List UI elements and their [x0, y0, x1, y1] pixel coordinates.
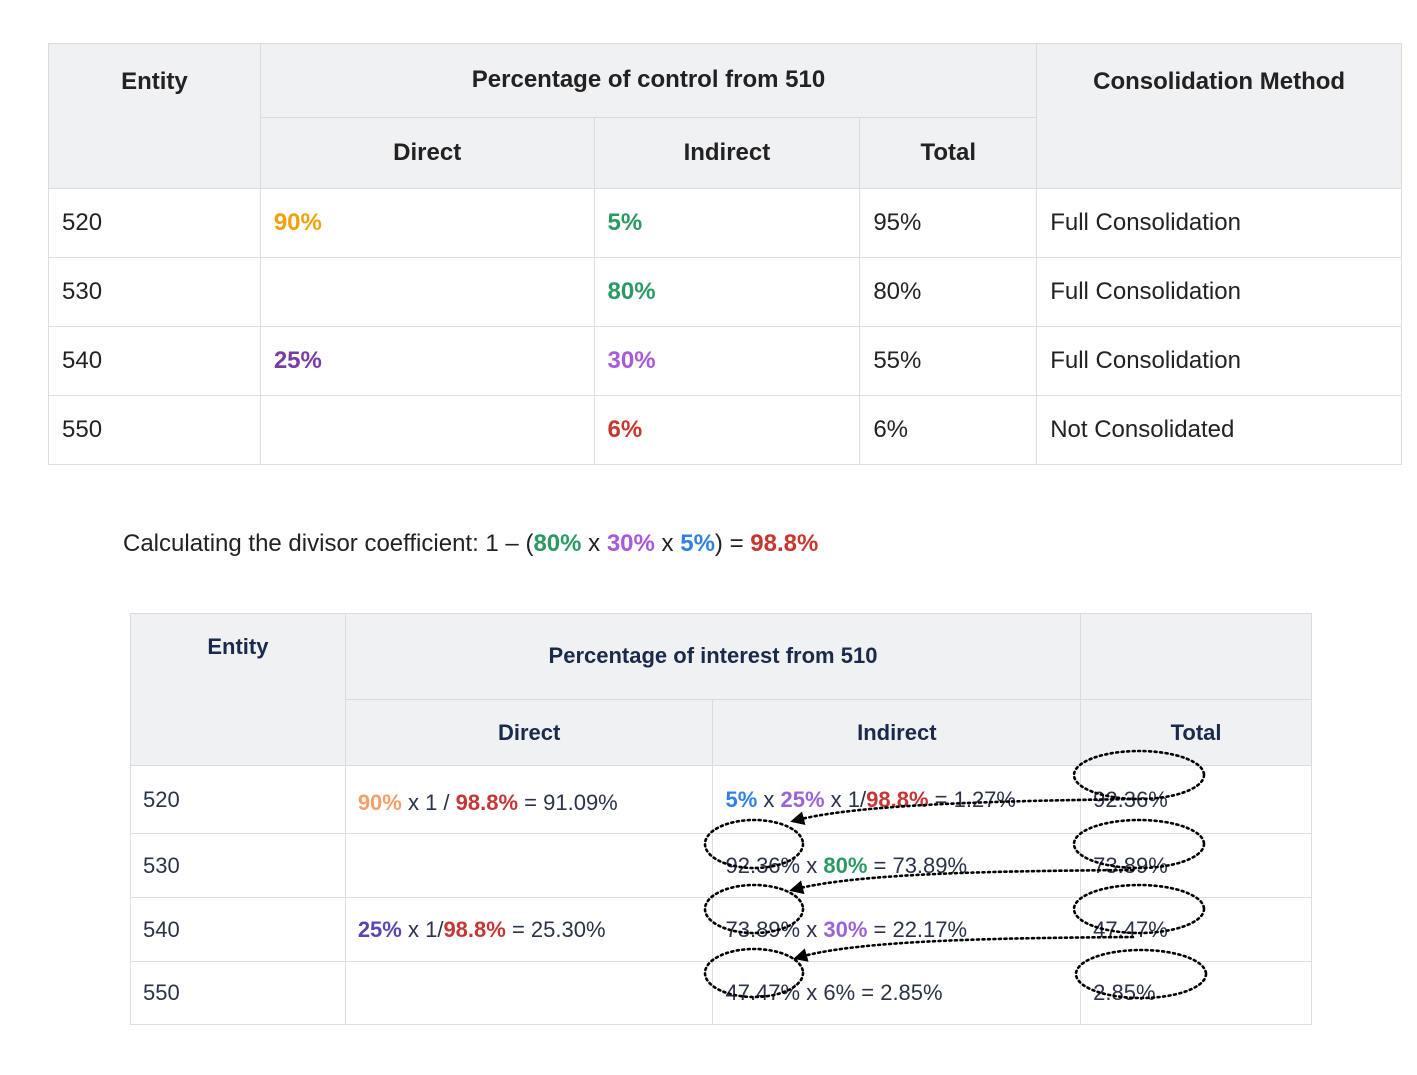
header-blank	[1080, 613, 1312, 700]
direct-cell: 90% x 1 / 98.8% = 91.09%	[344, 765, 714, 834]
direct-cell: 90%	[259, 188, 595, 258]
table-row: 530 92.36% x 80% = 73.89% 73.89%	[130, 833, 1312, 898]
header-total: Total	[1080, 699, 1312, 766]
indirect-cell: 80%	[593, 257, 861, 327]
indirect-result: = 22.17%	[867, 916, 968, 942]
formula-prefix: Calculating the divisor coefficient: 1 –…	[123, 530, 534, 557]
table-row: 540 25% 30% 55% Full Consolidation	[48, 326, 1402, 396]
indirect-result: = 1.27%	[928, 786, 1016, 812]
indirect-op: x	[757, 786, 781, 812]
direct-op: x 1 /	[401, 789, 456, 815]
table-row: 520 90% x 1 / 98.8% = 91.09% 5% x 25% x …	[130, 765, 1312, 834]
direct-result: = 91.09%	[518, 789, 618, 815]
indirect-result: = 2.85%	[855, 980, 943, 1005]
indirect-cell: 5%	[593, 188, 861, 258]
header-total: Total	[859, 117, 1038, 189]
entity-cell: 550	[48, 395, 261, 465]
indirect-cell: 47.47% x 6% = 2.85%	[712, 961, 1082, 1025]
formula-times: x	[654, 530, 681, 557]
indirect-result: = 73.89%	[867, 852, 968, 878]
header-entity: Entity	[48, 43, 261, 189]
method-cell: Full Consolidation	[1036, 326, 1402, 396]
indirect-op: x	[800, 980, 824, 1005]
table-row: 530 80% 80% Full Consolidation	[48, 257, 1402, 327]
formula-result: 98.8%	[750, 530, 819, 557]
direct-result: = 25.30%	[505, 916, 606, 942]
indirect-term-a: 92.36%	[725, 852, 801, 878]
indirect-cell: 30%	[593, 326, 861, 396]
header-direct: Direct	[259, 117, 595, 189]
direct-cell: 25% x 1/98.8% = 25.30%	[344, 897, 714, 962]
direct-term-a: 25%	[357, 916, 402, 942]
header-indirect: Indirect	[712, 699, 1082, 766]
total-cell: 2.85%	[1080, 961, 1312, 1025]
divisor-formula: Calculating the divisor coefficient: 1 –…	[123, 530, 818, 558]
indirect-op: x	[800, 852, 824, 878]
header-direct: Direct	[344, 699, 714, 766]
formula-term-b: 30%	[606, 530, 655, 557]
table-row: 550 6% 6% Not Consolidated	[48, 395, 1402, 465]
header-consolidation-method: Consolidation Method	[1036, 43, 1402, 189]
direct-cell	[259, 395, 595, 465]
formula-term-c: 5%	[680, 530, 715, 557]
formula-times: x	[581, 530, 607, 557]
indirect-op: x 1/	[824, 786, 867, 812]
header-entity: Entity	[130, 613, 346, 766]
table-row: 550 47.47% x 6% = 2.85% 2.85%	[130, 961, 1312, 1025]
direct-cell	[344, 833, 714, 898]
total-cell: 55%	[859, 326, 1038, 396]
direct-term-b: 98.8%	[443, 916, 506, 942]
header-interest-group: Percentage of interest from 510	[344, 613, 1082, 700]
control-table: Entity Percentage of control from 510 Co…	[48, 43, 1402, 465]
method-cell: Full Consolidation	[1036, 188, 1402, 258]
method-cell: Full Consolidation	[1036, 257, 1402, 327]
total-cell: 92.36%	[1080, 765, 1312, 834]
interest-table: Entity Percentage of interest from 510 D…	[130, 613, 1312, 1025]
indirect-term-a: 73.89%	[725, 916, 801, 942]
indirect-cell: 6%	[593, 395, 861, 465]
entity-cell: 550	[130, 961, 346, 1025]
total-cell: 80%	[859, 257, 1038, 327]
formula-term-a: 80%	[533, 530, 582, 557]
indirect-cell: 73.89% x 30% = 22.17%	[712, 897, 1082, 962]
header-control-group: Percentage of control from 510	[259, 43, 1038, 118]
entity-cell: 520	[130, 765, 346, 834]
total-cell: 95%	[859, 188, 1038, 258]
indirect-op: x	[800, 916, 824, 942]
total-cell: 6%	[859, 395, 1038, 465]
method-cell: Not Consolidated	[1036, 395, 1402, 465]
total-cell: 73.89%	[1080, 833, 1312, 898]
indirect-term-b: 80%	[823, 852, 868, 878]
direct-cell: 25%	[259, 326, 595, 396]
entity-cell: 530	[48, 257, 261, 327]
indirect-term-b: 6%	[823, 980, 856, 1005]
indirect-term-b: 30%	[823, 916, 868, 942]
formula-equals: ) =	[714, 530, 751, 557]
table-row: 520 90% 5% 95% Full Consolidation	[48, 188, 1402, 258]
header-indirect: Indirect	[593, 117, 861, 189]
entity-cell: 540	[48, 326, 261, 396]
indirect-cell: 92.36% x 80% = 73.89%	[712, 833, 1082, 898]
entity-cell: 540	[130, 897, 346, 962]
direct-term-b: 98.8%	[455, 789, 519, 815]
direct-cell	[344, 961, 714, 1025]
direct-op: x 1/	[401, 916, 444, 942]
indirect-term-a: 5%	[725, 786, 758, 812]
indirect-term-c: 98.8%	[866, 786, 929, 812]
direct-cell	[259, 257, 595, 327]
table-row: 540 25% x 1/98.8% = 25.30% 73.89% x 30% …	[130, 897, 1312, 962]
entity-cell: 520	[48, 188, 261, 258]
indirect-cell: 5% x 25% x 1/98.8% = 1.27%	[712, 765, 1082, 834]
indirect-term-b: 25%	[780, 786, 825, 812]
indirect-term-a: 47.47%	[725, 980, 801, 1005]
total-cell: 47.47%	[1080, 897, 1312, 962]
entity-cell: 530	[130, 833, 346, 898]
direct-term-a: 90%	[357, 789, 402, 815]
